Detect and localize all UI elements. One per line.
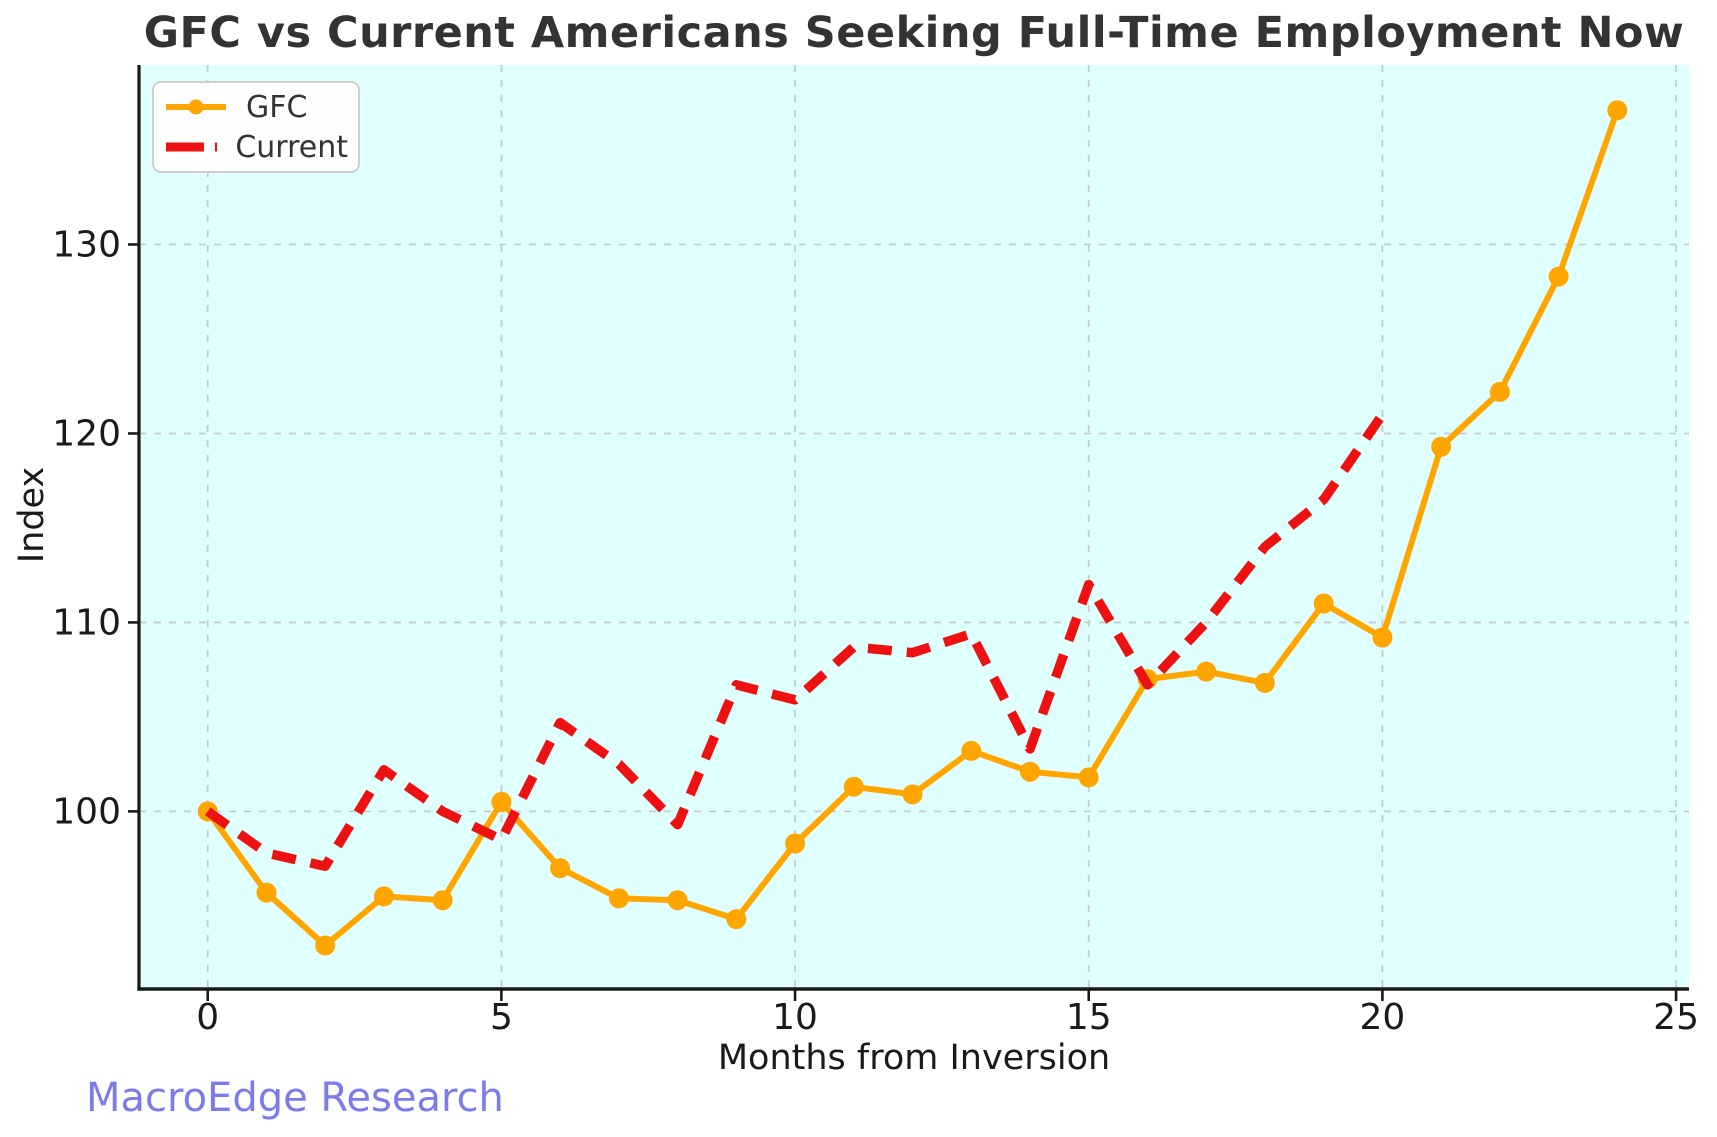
gfc-marker [667,890,688,911]
gfc-marker [1372,627,1393,648]
legend-label-gfc: GFC [246,89,308,125]
y-tick-label-120: 120 [52,413,121,454]
gfc-marker [1313,593,1334,614]
y-axis-label: Index [12,466,52,564]
y-tick-label-100: 100 [52,791,121,832]
gfc-line-swatch [166,99,226,115]
x-axis-label: Months from Inversion [717,1038,1111,1078]
x-tick-label-25: 25 [1653,997,1699,1038]
gfc-marker [1020,761,1040,782]
legend-item-current: Current [164,130,348,165]
gfc-marker [902,784,923,805]
gfc-marker [1196,661,1217,682]
gfc-marker [1254,672,1275,693]
legend-label-current: Current [235,129,348,165]
x-tick-label-10: 10 [772,997,818,1038]
current-line-swatch [166,142,218,152]
chart-title: GFC vs Current Americans Seeking Full-Ti… [143,8,1685,58]
gfc-marker [491,791,512,812]
gfc-marker [961,740,982,761]
x-tick-label-0: 0 [196,997,219,1038]
gfc-marker [608,888,629,909]
gfc-marker [1607,100,1628,121]
legend-item-gfc: GFC [164,90,348,125]
y-tick-label-130: 130 [52,225,121,266]
gfc-marker [256,882,277,903]
gfc-marker [1078,767,1099,788]
x-tick-label-15: 15 [1066,997,1112,1038]
y-tick-label-110: 110 [52,602,121,643]
gfc-marker [1489,381,1510,402]
x-tick-label-20: 20 [1360,997,1406,1038]
gfc-marker [1548,266,1569,287]
gfc-marker [550,858,571,879]
gfc-marker [843,776,864,797]
plot-background [139,65,1689,989]
x-tick-label-5: 5 [490,997,513,1038]
watermark: MacroEdge Research [86,1075,504,1121]
gfc-marker [1431,436,1452,457]
current-line [204,411,1387,871]
gfc-marker [373,886,394,907]
gfc-marker [315,935,336,956]
gfc-marker [726,909,747,930]
legend: GFC Current [152,81,360,173]
gfc-marker [785,833,806,854]
gfc-marker [432,890,453,911]
